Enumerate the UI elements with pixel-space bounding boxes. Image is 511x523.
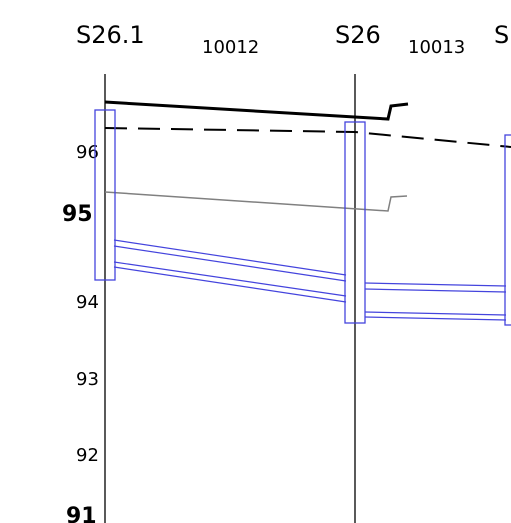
ground-surface-line [104, 100, 409, 121]
segment-label-10013: 10013 [408, 37, 465, 58]
existing-ground-dashed-line [104, 127, 511, 148]
station-label-s26: S26 [335, 21, 381, 49]
elevation-label-96: 96 [76, 142, 99, 163]
pipe-10013 [364, 282, 507, 321]
elevation-label-91: 91 [66, 504, 97, 523]
manhole-s26-1 [94, 109, 116, 281]
elevation-label-94: 94 [76, 292, 99, 313]
elevation-label-93: 93 [76, 369, 99, 390]
station-label-s26-1: S26.1 [76, 21, 145, 49]
elevation-label-95: 95 [62, 202, 93, 227]
segment-label-10012: 10012 [202, 37, 259, 58]
manhole-s2 [504, 134, 511, 326]
elevation-label-92: 92 [76, 445, 99, 466]
pipe-10012 [113, 239, 347, 303]
grey-profile-line [104, 191, 408, 212]
station-label-s2: S2 [494, 21, 511, 49]
manhole-s26 [344, 121, 366, 324]
